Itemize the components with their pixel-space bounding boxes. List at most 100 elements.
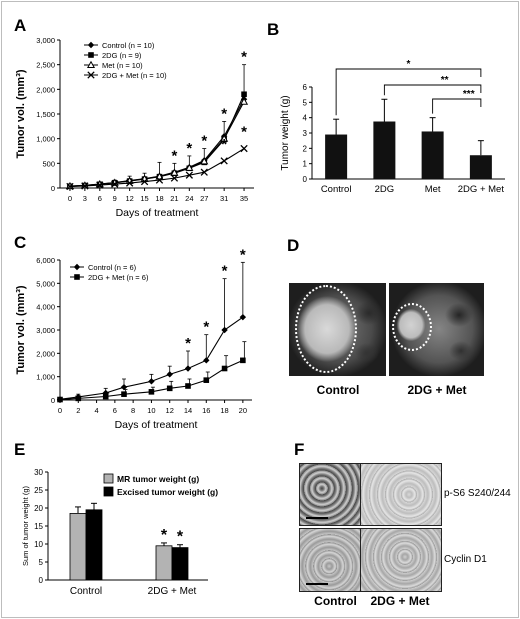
bar [373, 121, 396, 179]
x-tick-label: 12 [125, 194, 133, 203]
x-tick-label: 9 [113, 194, 117, 203]
data-point [221, 326, 228, 334]
significance-label: * [407, 59, 411, 70]
x-tick-label: 24 [185, 194, 193, 203]
legend-label: Control (n = 6) [88, 263, 137, 272]
y-tick-label: 2,500 [36, 61, 55, 70]
series-line [69, 98, 245, 187]
data-point [184, 365, 192, 372]
data-point [148, 378, 155, 385]
significance-star: * [201, 133, 207, 150]
data-point [203, 357, 210, 364]
y-tick-label: 3,000 [36, 326, 55, 335]
y-tick-label: 5,000 [36, 279, 55, 288]
x-tick-label: 0 [58, 406, 62, 415]
ihc-ps6-treated [360, 463, 442, 526]
data-point [220, 157, 228, 165]
y-tick-label: 25 [34, 486, 43, 495]
mri-image-treated [389, 283, 484, 376]
ihc-caption-treated: 2DG + Met [370, 594, 430, 608]
y-tick-label: 3,000 [36, 36, 55, 45]
x-tick-label: 20 [239, 406, 247, 415]
significance-label: *** [463, 89, 475, 100]
ihc-cyclin-treated [360, 528, 442, 592]
data-point [185, 163, 194, 171]
data-point [239, 313, 247, 321]
y-tick-label: 6 [303, 83, 308, 92]
data-point [170, 174, 179, 182]
ihc-row-label-cyclin: Cyclin D1 [444, 554, 487, 565]
significance-star: * [222, 263, 228, 280]
data-point [200, 168, 208, 176]
legend-label: Met (n = 10) [102, 61, 143, 70]
data-point [220, 134, 229, 142]
y-tick-label: 4,000 [36, 303, 55, 312]
x-tick-label: 27 [200, 194, 208, 203]
y-tick-label: 5 [303, 98, 308, 107]
x-tick-label: 18 [220, 406, 228, 415]
y-tick-label: 20 [34, 504, 43, 513]
panel-label-c: C [14, 233, 27, 252]
bar [155, 545, 173, 581]
y-tick-label: 2 [303, 144, 308, 153]
legend-label: 2DG + Met (n = 6) [88, 273, 149, 282]
series-line [69, 148, 245, 188]
y-tick-label: 5 [39, 558, 44, 567]
data-point [166, 385, 173, 392]
y-tick-label: 1,000 [36, 373, 55, 382]
series-line [59, 359, 244, 401]
x-tick-label: 3 [83, 194, 87, 203]
significance-star: * [241, 124, 247, 141]
y-tick-label: 1,500 [36, 110, 55, 119]
legend-swatch [103, 486, 114, 497]
y-tick-label: 0 [51, 184, 55, 193]
significance-star: * [177, 529, 184, 546]
significance-bracket [432, 98, 482, 114]
y-tick-label: 2,000 [36, 349, 55, 358]
legend-label: MR tumor weight (g) [117, 474, 199, 484]
mri-caption-treated: 2DG + Met [407, 383, 467, 397]
y-tick-label: 15 [34, 522, 43, 531]
chart-b: 0 1 2 3 4 5 6 Tumor weight (g) Control 2DG Met 2DG … [280, 59, 505, 195]
data-point [120, 383, 128, 391]
significance-label: ** [441, 75, 449, 86]
significance-star: * [203, 319, 209, 336]
data-point [66, 182, 74, 191]
panel-label-d: D [287, 236, 300, 255]
data-point [111, 180, 119, 188]
category-label: Met [425, 184, 441, 195]
bar [469, 155, 492, 179]
data-point [240, 357, 246, 364]
mri-image-control [289, 283, 386, 376]
data-point [185, 383, 191, 389]
y-axis-title: Tumor vol. (mm³) [15, 69, 27, 158]
x-tick-label: 6 [113, 406, 117, 415]
y-tick-label: 0 [51, 396, 55, 405]
x-tick-label: 16 [202, 406, 210, 415]
y-tick-label: 1,000 [36, 135, 55, 144]
y-tick-label: 30 [34, 468, 43, 477]
chart-c: 0 1,000 2,000 3,000 4,000 5,000 6,000 0 2 4 6 8 10 12… [15, 248, 252, 431]
legend-label: Control (n = 10) [102, 41, 155, 50]
significance-star: * [171, 147, 177, 164]
legend-label: Excised tumor weight (g) [117, 487, 218, 497]
data-point [170, 168, 179, 176]
x-tick-label: 8 [131, 406, 135, 415]
y-tick-label: 2,000 [36, 85, 55, 94]
panel-label-e: E [14, 440, 26, 459]
series-line [59, 316, 244, 400]
x-tick-label: 35 [240, 194, 248, 203]
legend-swatch [103, 473, 114, 484]
data-point [166, 371, 173, 378]
x-tick-label: 21 [170, 194, 178, 203]
y-axis-title: Sum of tumor weight (g) [21, 485, 30, 566]
x-tick-label: 31 [220, 194, 228, 203]
significance-bracket [383, 84, 482, 96]
legend-marker [73, 263, 81, 271]
category-label: 2DG + Met [148, 586, 197, 597]
data-point [241, 91, 247, 98]
ihc-caption-control: Control [314, 594, 357, 608]
data-point [57, 396, 63, 403]
x-tick-label: 10 [147, 406, 155, 415]
